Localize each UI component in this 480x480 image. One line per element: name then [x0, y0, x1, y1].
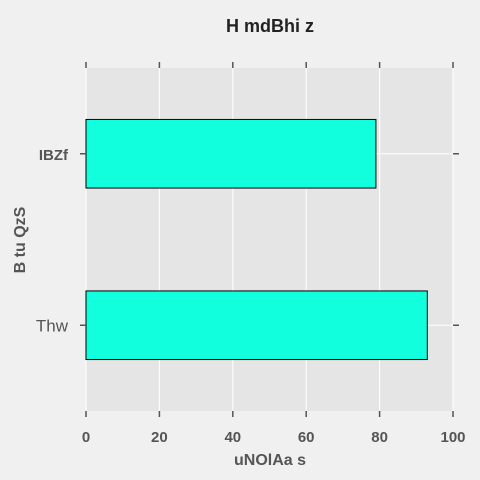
x-tick-label: 80 — [371, 429, 388, 446]
bar-ibzf — [85, 118, 377, 189]
ticks: 0 20 40 60 80 100 IBZf Thw — [36, 62, 466, 446]
y-axis-label: B tu QzS — [12, 206, 29, 273]
chart-title: H mdBhi z — [226, 16, 314, 36]
x-tick-label: 40 — [224, 429, 241, 446]
bars — [85, 118, 428, 361]
x-tick-label: 0 — [82, 429, 90, 446]
bar-thw — [85, 290, 428, 361]
x-axis-label: uNOlAa s — [234, 452, 306, 469]
x-tick-label: 20 — [151, 429, 168, 446]
x-tick-label: 100 — [440, 429, 465, 446]
y-tick-label: Thw — [36, 316, 69, 335]
y-tick-label: IBZf — [39, 147, 69, 164]
x-tick-label: 60 — [298, 429, 315, 446]
